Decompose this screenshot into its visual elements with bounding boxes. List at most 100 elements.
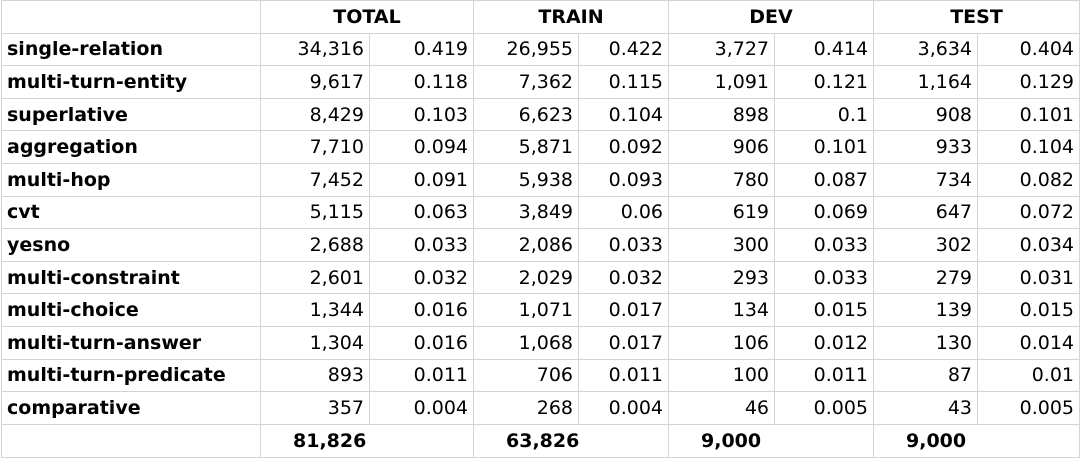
ratio-cell: 0.017 (578, 293, 670, 327)
header-total: TOTAL (259, 0, 475, 34)
count-cell: 268 (473, 391, 580, 425)
row-label: multi-turn-predicate (1, 358, 261, 393)
totals-row: 81,826 63,826 9,000 9,000 (1, 423, 1080, 458)
row-label: multi-turn-entity (1, 65, 261, 99)
ratio-cell: 0.005 (774, 391, 875, 425)
count-cell: 87 (873, 358, 979, 393)
count-cell: 3,849 (473, 195, 580, 230)
count-cell: 134 (668, 293, 776, 327)
ratio-cell: 0.1 (774, 97, 875, 132)
ratio-cell: 0.104 (578, 97, 670, 132)
ratio-cell: 0.072 (977, 195, 1080, 230)
row-label: superlative (1, 97, 261, 132)
row-label: cvt (1, 195, 261, 230)
ratio-cell: 0.404 (977, 32, 1080, 67)
table-row: cvt 5,115 0.063 3,849 0.06 619 0.069 647 0.072 (1, 195, 1080, 230)
ratio-cell: 0.011 (368, 358, 475, 393)
count-cell: 3,727 (668, 32, 776, 67)
count-cell: 933 (873, 130, 979, 164)
ratio-cell: 0.104 (977, 130, 1080, 164)
ratio-cell: 0.118 (368, 65, 475, 99)
ratio-cell: 0.034 (977, 228, 1080, 262)
count-cell: 302 (873, 228, 979, 262)
count-cell: 8,429 (260, 97, 370, 132)
count-cell: 26,955 (473, 32, 580, 67)
ratio-cell: 0.016 (368, 293, 475, 327)
ratio-cell: 0.093 (578, 162, 670, 197)
count-cell: 1,068 (473, 325, 580, 360)
count-cell: 1,071 (473, 293, 580, 327)
count-cell: 293 (668, 260, 776, 295)
table-row: comparative 357 0.004 268 0.004 46 0.005 43 0.00… (1, 391, 1080, 425)
row-label: multi-hop (1, 162, 261, 197)
header-train: TRAIN (473, 0, 670, 34)
count-cell: 780 (668, 162, 776, 197)
ratio-cell: 0.015 (774, 293, 875, 327)
table-row: multi-turn-predicate 893 0.011 706 0.011 100 0… (1, 358, 1080, 393)
count-cell: 893 (260, 358, 370, 393)
ratio-cell: 0.129 (977, 65, 1080, 99)
count-cell: 139 (873, 293, 979, 327)
count-cell: 2,086 (473, 228, 580, 262)
count-cell: 619 (668, 195, 776, 230)
ratio-cell: 0.419 (368, 32, 475, 67)
ratio-cell: 0.06 (578, 195, 670, 230)
ratio-cell: 0.004 (368, 391, 475, 425)
count-cell: 7,452 (260, 162, 370, 197)
count-cell: 7,362 (473, 65, 580, 99)
ratio-cell: 0.087 (774, 162, 875, 197)
ratio-cell: 0.016 (368, 325, 475, 360)
dev-count: 9,000 (668, 423, 875, 458)
table-row: multi-choice 1,344 0.016 1,071 0.017 134 0.015… (1, 293, 1080, 327)
ratio-cell: 0.422 (578, 32, 670, 67)
count-cell: 734 (873, 162, 979, 197)
count-cell: 898 (668, 97, 776, 132)
table-row: single-relation 34,316 0.419 26,955 0.422 3,7… (1, 32, 1080, 67)
ratio-cell: 0.101 (774, 130, 875, 164)
count-cell: 2,029 (473, 260, 580, 295)
table-row: superlative 8,429 0.103 6,623 0.104 898 0.1 908… (1, 97, 1080, 132)
count-cell: 7,710 (260, 130, 370, 164)
table-row: yesno 2,688 0.033 2,086 0.033 300 0.033 302 0.03… (1, 228, 1080, 262)
row-label: multi-turn-answer (1, 325, 261, 360)
ratio-cell: 0.031 (977, 260, 1080, 295)
totals-label-cell (1, 423, 261, 458)
row-label: multi-constraint (1, 260, 261, 295)
count-cell: 1,304 (260, 325, 370, 360)
table-row: multi-constraint 2,601 0.032 2,029 0.032 293 0… (1, 260, 1080, 295)
count-cell: 43 (873, 391, 979, 425)
header-blank (1, 0, 261, 34)
count-cell: 906 (668, 130, 776, 164)
count-cell: 46 (668, 391, 776, 425)
ratio-cell: 0.012 (774, 325, 875, 360)
ratio-cell: 0.01 (977, 358, 1080, 393)
header-dev: DEV (668, 0, 875, 34)
table-row: multi-hop 7,452 0.091 5,938 0.093 780 0.087 734… (1, 162, 1080, 197)
total-count: 81,826 (259, 423, 475, 458)
count-cell: 100 (668, 358, 776, 393)
ratio-cell: 0.082 (977, 162, 1080, 197)
count-cell: 2,688 (260, 228, 370, 262)
header-test: TEST (873, 0, 1080, 34)
count-cell: 34,316 (260, 32, 370, 67)
count-cell: 647 (873, 195, 979, 230)
ratio-cell: 0.032 (578, 260, 670, 295)
count-cell: 2,601 (260, 260, 370, 295)
count-cell: 706 (473, 358, 580, 393)
ratio-cell: 0.033 (578, 228, 670, 262)
train-count: 63,826 (473, 423, 670, 458)
table-row: multi-turn-entity 9,617 0.118 7,362 0.115 1,0… (1, 65, 1080, 99)
ratio-cell: 0.033 (368, 228, 475, 262)
ratio-cell: 0.115 (578, 65, 670, 99)
ratio-cell: 0.005 (977, 391, 1080, 425)
ratio-cell: 0.033 (774, 260, 875, 295)
count-cell: 5,115 (260, 195, 370, 230)
ratio-cell: 0.092 (578, 130, 670, 164)
ratio-cell: 0.091 (368, 162, 475, 197)
table-row: aggregation 7,710 0.094 5,871 0.092 906 0.101 9… (1, 130, 1080, 164)
row-label: comparative (1, 391, 261, 425)
ratio-cell: 0.063 (368, 195, 475, 230)
ratio-cell: 0.101 (977, 97, 1080, 132)
count-cell: 357 (260, 391, 370, 425)
